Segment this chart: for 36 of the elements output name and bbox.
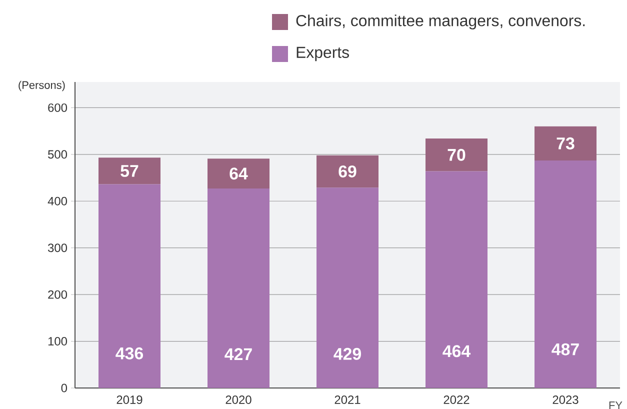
data-label: 464 xyxy=(442,345,471,358)
bar xyxy=(98,158,161,184)
y-tick-label: 200 xyxy=(48,290,68,299)
data-label: 57 xyxy=(120,165,138,177)
data-label: 73 xyxy=(556,137,574,150)
legend-label: Chairs, committee managers, convenors. xyxy=(296,14,585,30)
x-tick-label: 2022 xyxy=(444,396,470,404)
bar xyxy=(426,171,488,388)
data-label: 487 xyxy=(552,343,579,356)
bar xyxy=(316,155,379,188)
x-tick-label: 2020 xyxy=(226,396,252,404)
bar xyxy=(534,126,597,160)
legend-label: Experts xyxy=(296,46,349,62)
data-label: 436 xyxy=(116,347,144,360)
bar xyxy=(534,160,597,388)
y-axis-title: (Persons) xyxy=(18,80,65,92)
x-axis-title: FY xyxy=(609,402,622,409)
y-tick-label: 100 xyxy=(48,337,68,346)
data-label: 427 xyxy=(224,348,252,360)
y-tick-label: 400 xyxy=(48,196,68,206)
bar xyxy=(208,188,270,388)
bar xyxy=(316,188,379,388)
y-tick-label: 300 xyxy=(48,244,68,252)
y-tick-label: 0 xyxy=(61,384,68,392)
bar xyxy=(98,184,161,388)
data-label: 69 xyxy=(338,165,356,178)
data-label: 70 xyxy=(448,148,466,161)
bar xyxy=(426,138,488,172)
x-tick-label: 2019 xyxy=(116,396,142,404)
y-tick-label: 500 xyxy=(48,150,68,159)
x-tick-label: 2021 xyxy=(334,396,360,404)
x-tick-label: 2023 xyxy=(552,396,578,404)
y-tick-label: 600 xyxy=(48,103,68,112)
data-label: 429 xyxy=(334,348,362,360)
bar xyxy=(208,158,270,189)
data-label: 64 xyxy=(230,168,248,180)
